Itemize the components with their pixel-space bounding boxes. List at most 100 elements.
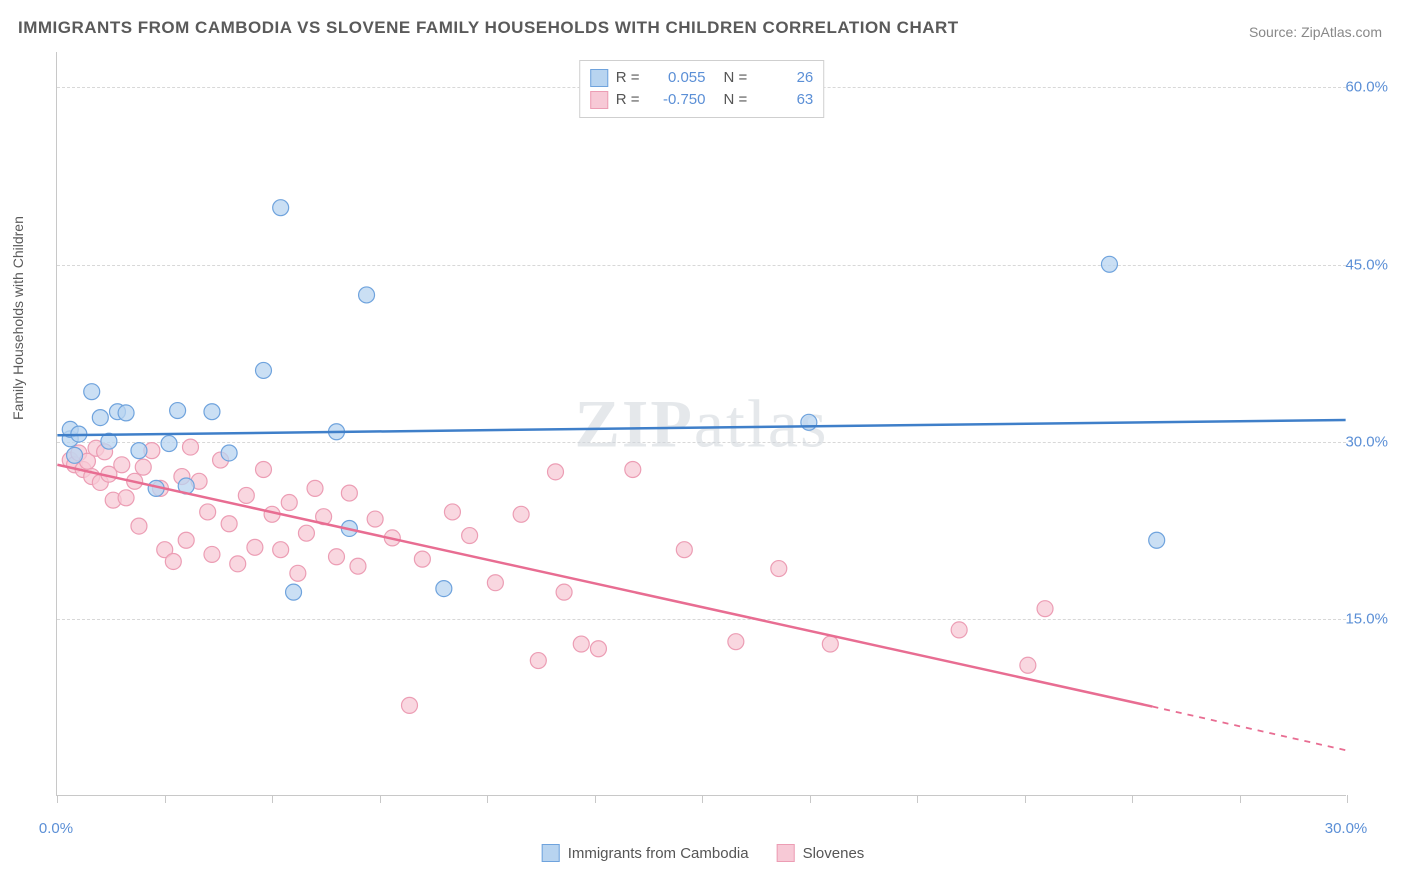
- x-tick: [917, 795, 918, 803]
- plot-area: ZIPatlas R = 0.055 N = 26 R = -0.750 N =…: [56, 52, 1346, 796]
- data-point: [131, 518, 147, 534]
- legend-swatch: [542, 844, 560, 862]
- data-point: [273, 200, 289, 216]
- data-point: [170, 403, 186, 419]
- data-point: [801, 414, 817, 430]
- data-point: [1037, 601, 1053, 617]
- x-tick: [487, 795, 488, 803]
- data-point: [204, 404, 220, 420]
- data-point: [822, 636, 838, 652]
- data-point: [548, 464, 564, 480]
- data-point: [350, 558, 366, 574]
- data-point: [230, 556, 246, 572]
- data-point: [530, 653, 546, 669]
- x-tick: [595, 795, 596, 803]
- data-point: [247, 539, 263, 555]
- data-point: [221, 445, 237, 461]
- data-point: [290, 565, 306, 581]
- legend-row: R = -0.750 N = 63: [590, 89, 814, 111]
- data-point: [221, 516, 237, 532]
- legend-label: Immigrants from Cambodia: [568, 845, 749, 862]
- data-point: [341, 485, 357, 501]
- x-tick: [1347, 795, 1348, 803]
- data-point: [771, 561, 787, 577]
- trend-line: [57, 420, 1345, 435]
- data-point: [676, 542, 692, 558]
- data-point: [1101, 256, 1117, 272]
- x-tick: [57, 795, 58, 803]
- data-point: [329, 549, 345, 565]
- data-point: [204, 546, 220, 562]
- trend-line-extrapolated: [1152, 707, 1345, 751]
- data-point: [256, 362, 272, 378]
- y-tick-label: 45.0%: [1345, 256, 1388, 273]
- n-label: N =: [724, 67, 748, 89]
- data-point: [67, 447, 83, 463]
- source-attribution: Source: ZipAtlas.com: [1249, 24, 1382, 40]
- legend-item: Immigrants from Cambodia: [542, 844, 749, 862]
- data-point: [118, 405, 134, 421]
- data-point: [573, 636, 589, 652]
- x-tick: [1025, 795, 1026, 803]
- n-value: 26: [755, 67, 813, 89]
- x-tick: [1240, 795, 1241, 803]
- data-point: [513, 506, 529, 522]
- data-point: [307, 480, 323, 496]
- y-axis-label: Family Households with Children: [10, 216, 26, 420]
- data-point: [367, 511, 383, 527]
- x-tick: [810, 795, 811, 803]
- data-point: [84, 384, 100, 400]
- data-point: [92, 410, 108, 426]
- data-point: [200, 504, 216, 520]
- data-point: [178, 532, 194, 548]
- chart-svg: [57, 52, 1346, 795]
- data-point: [135, 459, 151, 475]
- x-tick: [702, 795, 703, 803]
- data-point: [118, 490, 134, 506]
- y-tick-label: 60.0%: [1345, 79, 1388, 96]
- r-value: -0.750: [648, 89, 706, 111]
- x-tick-label: 0.0%: [39, 820, 73, 837]
- data-point: [273, 542, 289, 558]
- data-point: [444, 504, 460, 520]
- data-point: [402, 697, 418, 713]
- correlation-legend: R = 0.055 N = 26 R = -0.750 N = 63: [579, 60, 825, 118]
- data-point: [359, 287, 375, 303]
- data-point: [590, 641, 606, 657]
- legend-row: R = 0.055 N = 26: [590, 67, 814, 89]
- series-legend: Immigrants from Cambodia Slovenes: [542, 844, 865, 862]
- legend-swatch-pink: [590, 91, 608, 109]
- data-point: [414, 551, 430, 567]
- x-tick: [272, 795, 273, 803]
- data-point: [238, 487, 254, 503]
- data-point: [182, 439, 198, 455]
- n-label: N =: [724, 89, 748, 111]
- data-point: [436, 581, 452, 597]
- legend-swatch: [777, 844, 795, 862]
- data-point: [131, 443, 147, 459]
- data-point: [1020, 657, 1036, 673]
- y-tick-label: 15.0%: [1345, 610, 1388, 627]
- data-point: [556, 584, 572, 600]
- r-label: R =: [616, 67, 640, 89]
- legend-label: Slovenes: [803, 845, 865, 862]
- data-point: [161, 436, 177, 452]
- chart-title: IMMIGRANTS FROM CAMBODIA VS SLOVENE FAMI…: [18, 18, 959, 38]
- legend-item: Slovenes: [777, 844, 865, 862]
- n-value: 63: [755, 89, 813, 111]
- r-value: 0.055: [648, 67, 706, 89]
- data-point: [286, 584, 302, 600]
- data-point: [114, 457, 130, 473]
- data-point: [487, 575, 503, 591]
- y-tick-label: 30.0%: [1345, 433, 1388, 450]
- x-tick: [1132, 795, 1133, 803]
- data-point: [625, 462, 641, 478]
- legend-swatch-blue: [590, 69, 608, 87]
- data-point: [165, 553, 181, 569]
- data-point: [462, 528, 478, 544]
- data-point: [298, 525, 314, 541]
- x-tick: [380, 795, 381, 803]
- trend-line: [57, 465, 1152, 707]
- data-point: [256, 462, 272, 478]
- data-point: [951, 622, 967, 638]
